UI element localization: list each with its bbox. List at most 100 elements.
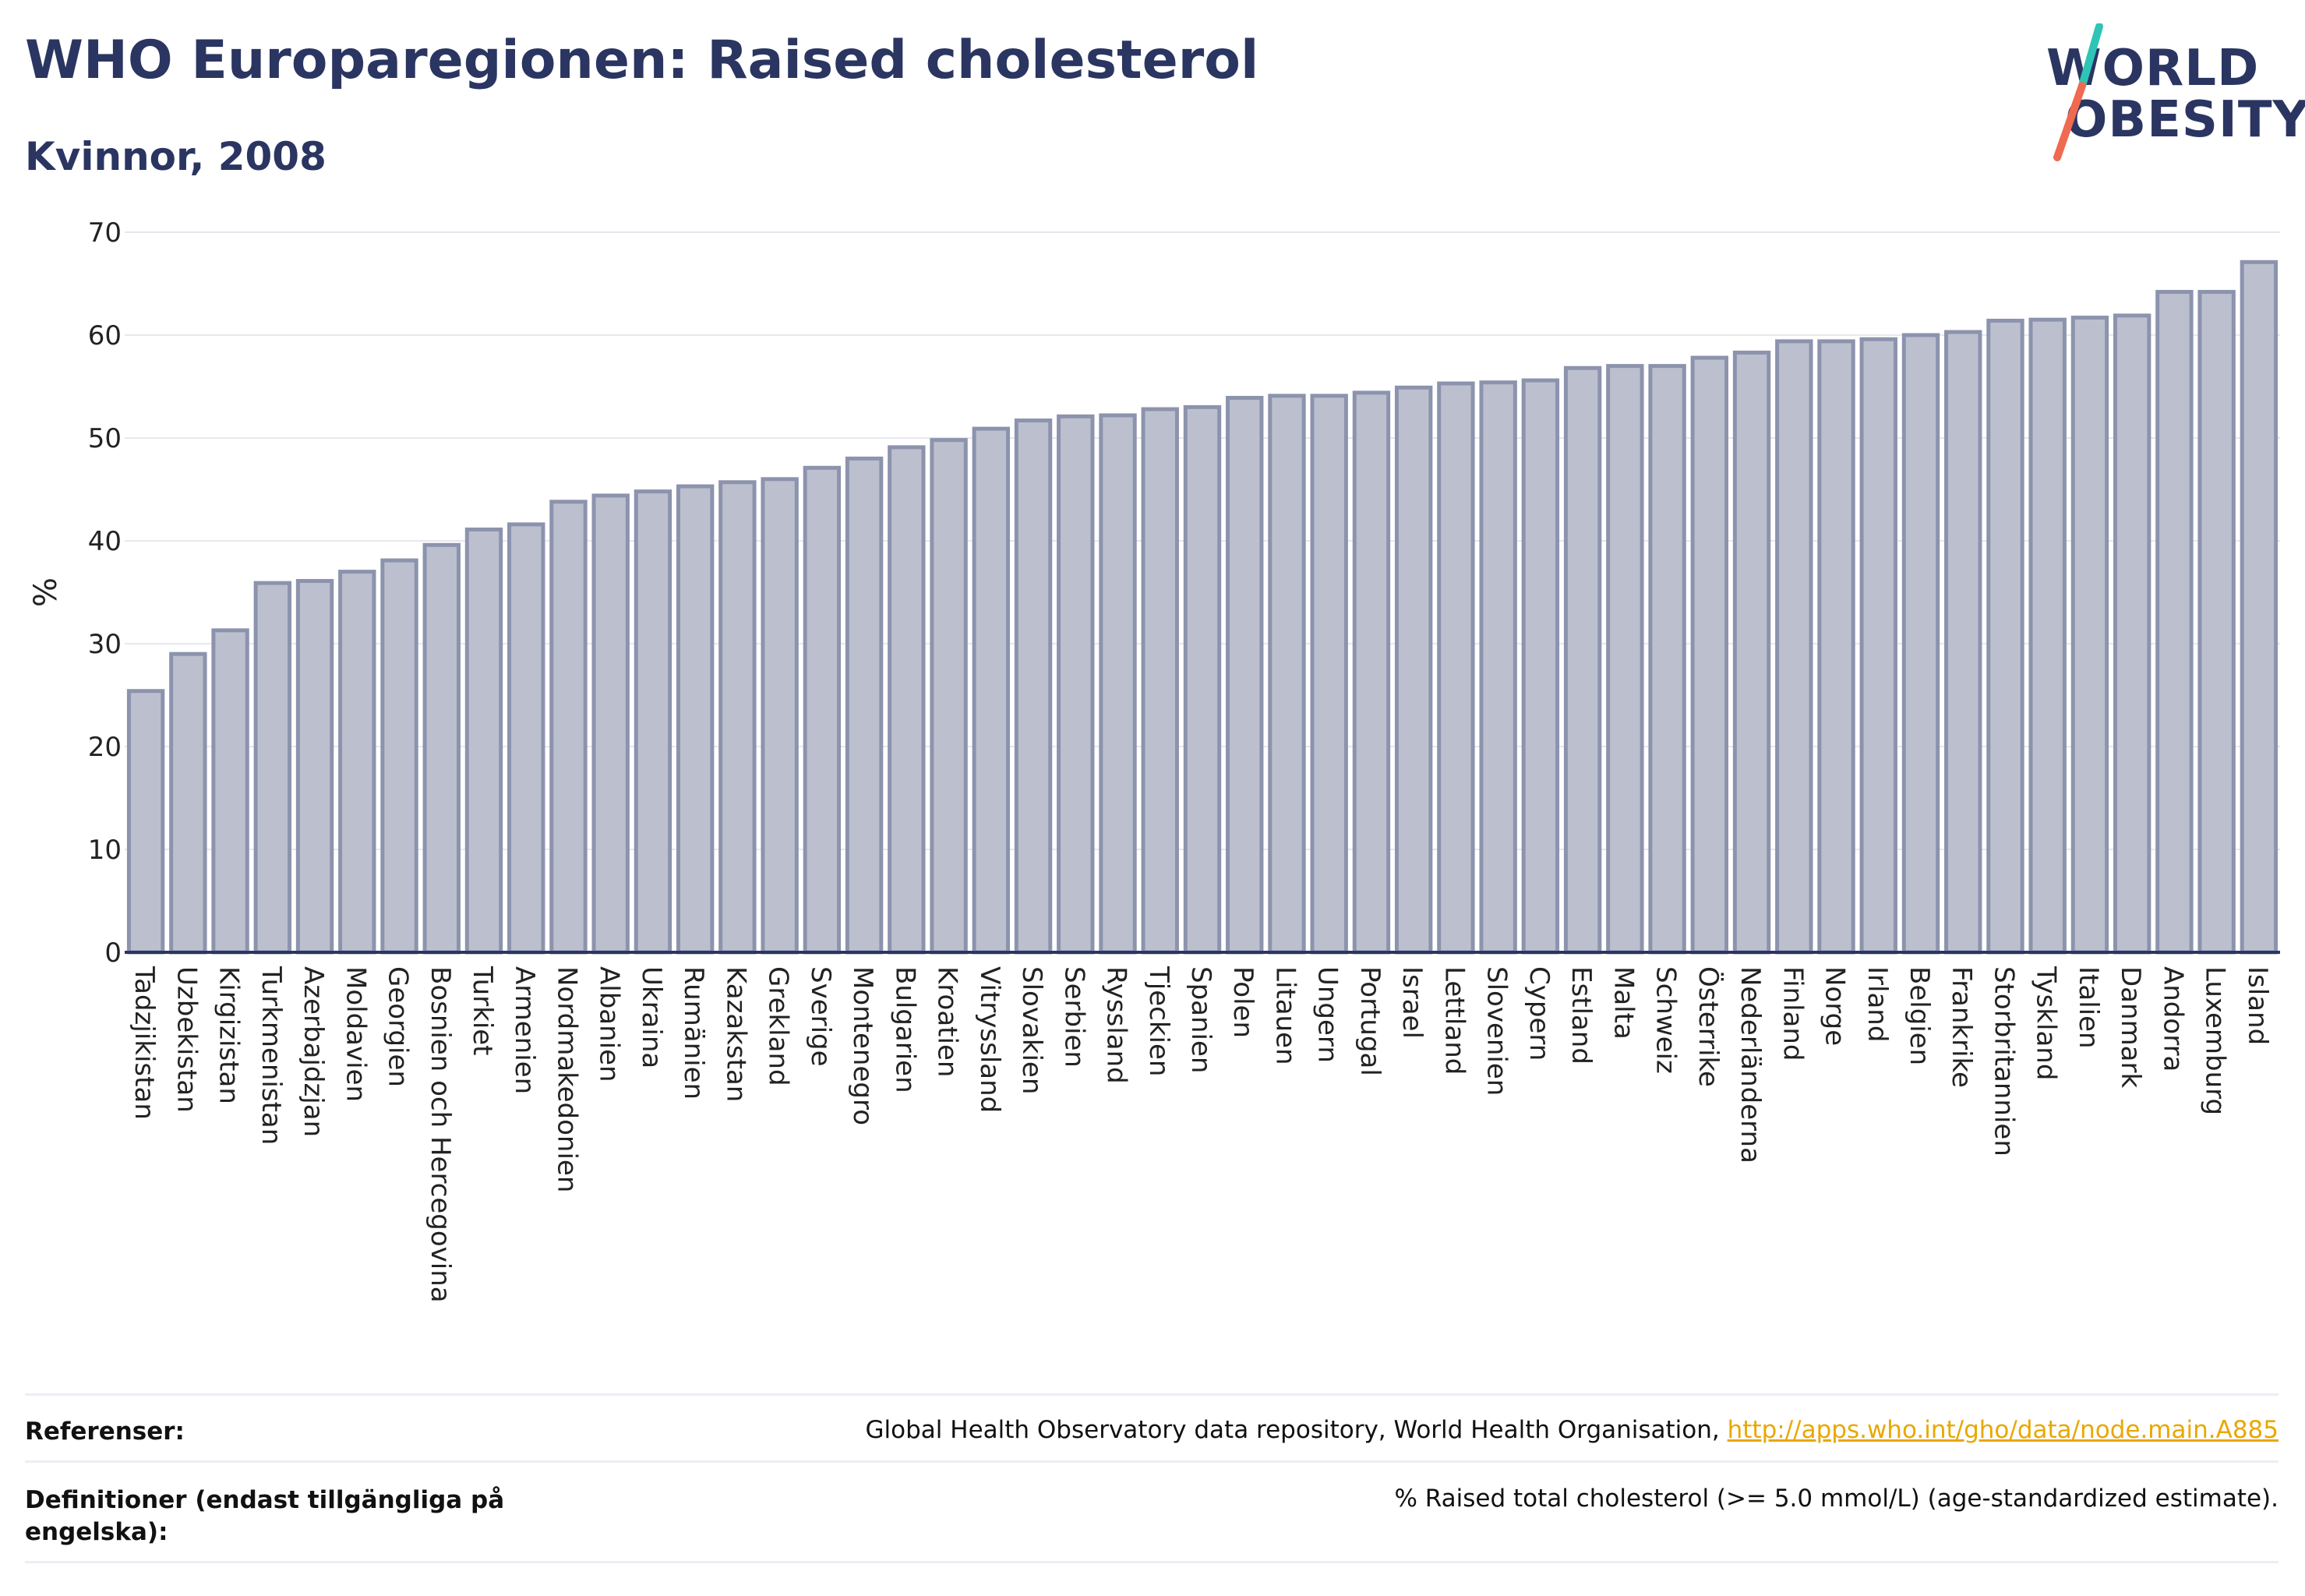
bar (2155, 290, 2194, 955)
bar (718, 480, 757, 955)
definitions-label: Definitioner (endast tillgängliga på eng… (25, 1486, 505, 1546)
x-tick-label: Luxemburg (2200, 966, 2231, 1115)
bar (1479, 380, 1517, 955)
x-tick-label: Kirgizistan (214, 966, 245, 1104)
x-tick-label: Schweiz (1650, 966, 1682, 1074)
bar (888, 445, 926, 955)
bar (972, 426, 1011, 955)
bar (1606, 364, 1644, 955)
bar (1648, 364, 1686, 955)
y-tick-label: 70 (88, 217, 122, 249)
x-tick-label: Tadzjikistan (129, 966, 160, 1120)
bar-chart: 0 10 20 30 40 50 60 70% Tadzjikistan Uzbekistan Ki… (28, 217, 2280, 1303)
y-tick-label: 40 (88, 526, 122, 557)
x-tick-label: Azerbajdzjan (298, 966, 329, 1137)
bar (1859, 337, 1897, 955)
logo-word-obesity: OBESITY (2065, 91, 2305, 149)
x-tick-label: Malta (1608, 966, 1639, 1040)
x-tick-label: Moldavien (340, 966, 371, 1102)
bar (507, 522, 545, 955)
world-obesity-logo: WORLD OBESITY (2034, 23, 2305, 164)
y-tick-label: 60 (88, 320, 122, 351)
bar (2028, 317, 2067, 955)
definitions-value: % Raised total cholesterol (>= 5.0 mmol/… (1394, 1485, 2279, 1513)
bar (380, 558, 418, 955)
bar (2240, 260, 2279, 955)
x-tick-label: Bosnien och Hercegovina (425, 966, 456, 1303)
x-tick-label: Spanien (1185, 966, 1216, 1073)
x-tick-label: Frankrike (1946, 966, 1977, 1088)
x-tick-label: Grekland (763, 966, 794, 1086)
bar (1944, 330, 1982, 955)
bar (1437, 381, 1475, 955)
bar (761, 477, 799, 955)
x-tick-label: Turkiet (467, 966, 498, 1056)
x-tick-label: Kazakstan (720, 966, 751, 1102)
y-tick-label: 20 (88, 732, 122, 763)
x-tick-label: Bulgarien (889, 966, 920, 1093)
logo-slash-icon (2053, 23, 2103, 161)
references-row: Referenser: Global Health Observatory da… (25, 1393, 2279, 1460)
bar (2070, 316, 2109, 955)
bar (2113, 313, 2151, 955)
bar (634, 489, 672, 955)
x-tick-label: Österrike (1693, 966, 1724, 1087)
bar (1901, 333, 1940, 955)
bar (845, 456, 884, 955)
bar (295, 578, 334, 955)
x-tick-label: Island (2242, 966, 2273, 1045)
x-tick-label: Ryssland (1101, 966, 1132, 1084)
x-tick-label: Sverige (805, 966, 836, 1067)
x-tick-label: Slovenien (1481, 966, 1513, 1096)
bar (1014, 418, 1053, 955)
bar (676, 484, 715, 955)
x-tick-label: Uzbekistan (171, 966, 202, 1113)
x-tick-label: Norge (1820, 966, 1851, 1046)
x-tick-label: Ungern (1312, 966, 1343, 1063)
y-axis-label: % (28, 577, 64, 607)
x-tick-label: Storbritannien (1988, 966, 2019, 1156)
x-tick-label: Armenien (509, 966, 540, 1094)
x-tick-label: Nordmakedonien (551, 966, 582, 1192)
x-tick-label: Israel (1396, 966, 1428, 1039)
definitions-row: Definitioner (endast tillgängliga på eng… (25, 1460, 2279, 1563)
bar (1775, 339, 1813, 955)
bar (253, 581, 292, 955)
bar (1352, 390, 1391, 955)
bar (930, 438, 968, 955)
x-tick-label: Serbien (1058, 966, 1089, 1068)
references-value: Global Health Observatory data repositor… (866, 1416, 2279, 1444)
bar (338, 570, 376, 955)
bar (464, 527, 503, 955)
bar (211, 628, 249, 955)
x-tick-label: Georgien (383, 966, 414, 1087)
bar (1817, 339, 1855, 955)
bar (549, 500, 588, 955)
y-tick-label: 30 (88, 629, 122, 660)
references-link[interactable]: http://apps.who.int/gho/data/node.main.A… (1727, 1416, 2279, 1444)
x-tick-label: Cypern (1523, 966, 1555, 1061)
y-tick-label: 0 (104, 937, 122, 969)
x-tick-label: Vitryssland (974, 966, 1005, 1113)
x-tick-label: Montenegro (847, 966, 878, 1125)
y-tick-label: 10 (88, 835, 122, 866)
bar (422, 542, 461, 955)
x-tick-label: Rumänien (678, 966, 709, 1100)
bar (1183, 404, 1222, 955)
chart-title: WHO Europaregionen: Raised cholesterol (25, 30, 1259, 91)
x-tick-label: Andorra (2157, 966, 2188, 1072)
x-tick-label: Litauen (1269, 966, 1301, 1065)
y-tick-label: 50 (88, 423, 122, 454)
x-tick-label: Kroatien (932, 966, 963, 1077)
bar (1986, 319, 2024, 955)
bar (1099, 413, 1137, 955)
references-text: Global Health Observatory data repositor… (865, 1416, 1728, 1444)
x-tick-label: Tjeckien (1143, 966, 1174, 1076)
bar (169, 651, 207, 955)
bar (591, 493, 630, 955)
bar (1268, 394, 1306, 955)
bar (1563, 365, 1602, 955)
x-tick-label: Portugal (1354, 966, 1385, 1076)
bar (1521, 378, 1560, 955)
x-tick-label: Polen (1227, 966, 1258, 1038)
